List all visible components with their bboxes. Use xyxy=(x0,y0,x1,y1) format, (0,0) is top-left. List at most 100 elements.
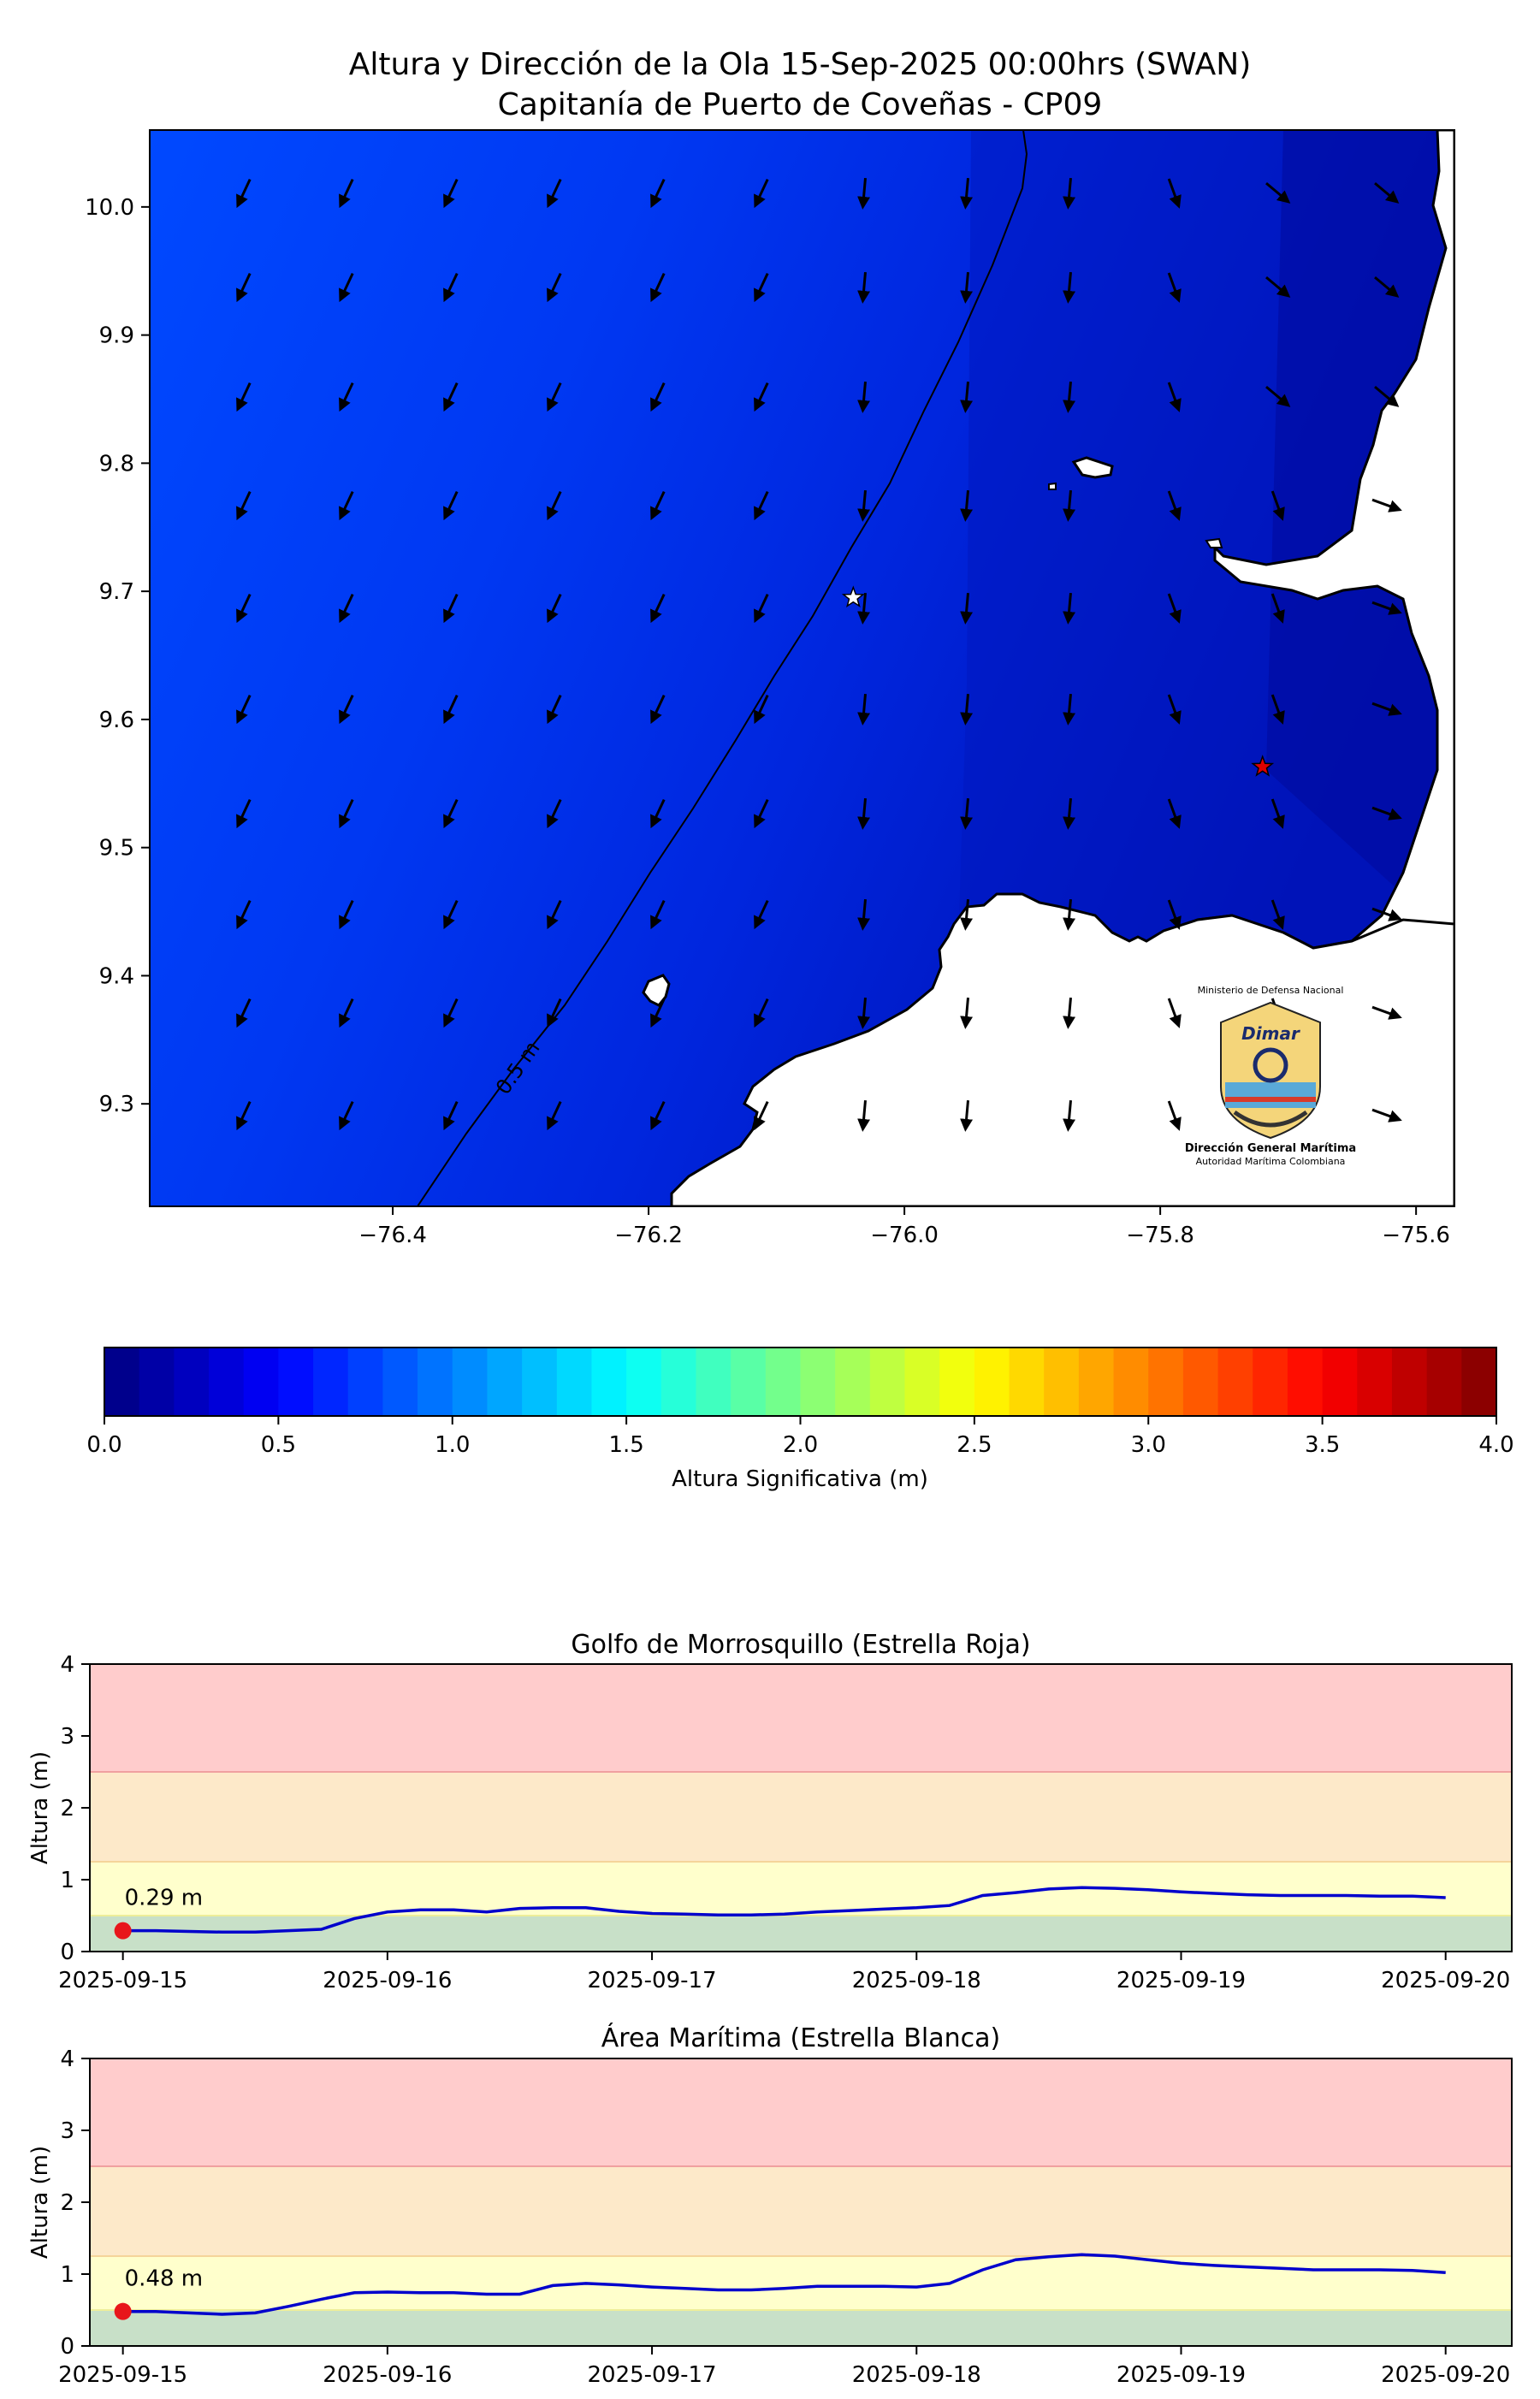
colorbar-segment xyxy=(591,1348,627,1416)
red-star-marker xyxy=(1251,755,1275,777)
colorbar-tick-label: 2.0 xyxy=(783,1432,818,1458)
wave-arrow xyxy=(960,489,974,522)
map-y-tick-label: 9.5 xyxy=(99,836,134,862)
wave-arrow xyxy=(754,178,769,209)
wave-arrow xyxy=(443,272,459,303)
wave-arrow xyxy=(339,998,354,1028)
colorbar-segment xyxy=(1217,1348,1253,1416)
logo-emblem xyxy=(1253,1047,1288,1083)
wave-arrow xyxy=(857,592,871,625)
wave-arrow xyxy=(547,694,562,725)
colorbar-segment xyxy=(174,1348,210,1416)
wave-arrow xyxy=(1270,490,1285,521)
colorbar-segment xyxy=(626,1348,662,1416)
wave-arrow xyxy=(650,382,666,412)
colorbar-tick-label: 4.0 xyxy=(1478,1432,1513,1458)
y-tick-label: 2 xyxy=(60,1796,74,1821)
alert-band xyxy=(90,2310,1512,2346)
map-y-tick-label: 9.9 xyxy=(99,323,134,349)
colorbar-segment xyxy=(731,1348,767,1416)
wave-arrow xyxy=(236,178,252,209)
colorbar-tick-label: 0.0 xyxy=(86,1432,121,1458)
wave-arrow xyxy=(443,382,459,412)
wave-arrow xyxy=(1167,272,1182,303)
wave-arrow xyxy=(443,899,459,930)
wave-arrow xyxy=(754,490,769,521)
colorbar-tick-label: 2.5 xyxy=(957,1432,992,1458)
x-tick-label: 2025-09-15 xyxy=(58,1968,187,1993)
x-tick-label: 2025-09-20 xyxy=(1381,1968,1510,1993)
wave-arrow xyxy=(339,593,354,624)
wave-arrow xyxy=(1063,693,1076,726)
wave-arrow xyxy=(1167,798,1182,829)
wave-arrow xyxy=(443,490,459,521)
chart-golfo-morrosquillo: 0.29 m Golfo de Morrosquillo (Estrella Ro… xyxy=(27,1630,1513,1993)
wave-arrow xyxy=(547,490,562,521)
wave-arrow xyxy=(650,178,666,209)
map-x-tick-label: −76.2 xyxy=(614,1223,683,1248)
wave-arrow xyxy=(754,593,769,624)
wave-arrow xyxy=(1063,271,1076,304)
colorbar-tick-label: 1.5 xyxy=(608,1432,643,1458)
wave-arrow xyxy=(443,694,459,725)
chart-area-maritima: 0.48 m Área Marítima (Estrella Blanca) 0 1 2… xyxy=(27,2023,1513,2388)
wave-arrow xyxy=(1270,798,1285,829)
colorbar-segment xyxy=(660,1348,697,1416)
wave-arrow xyxy=(754,998,769,1028)
wave-arrow xyxy=(1167,593,1182,624)
wave-arrow xyxy=(339,1100,354,1131)
colorbar-segment xyxy=(452,1348,489,1416)
colorbar-segment xyxy=(278,1348,314,1416)
wave-arrow xyxy=(650,899,666,930)
colorbar-segment xyxy=(974,1348,1010,1416)
colorbar-segment xyxy=(556,1348,593,1416)
wave-arrow xyxy=(857,381,871,413)
wave-arrow xyxy=(339,382,354,412)
wave-arrow xyxy=(1270,899,1285,930)
colorbar-segment xyxy=(1009,1348,1045,1416)
wave-arrow xyxy=(1270,694,1285,725)
wave-arrow xyxy=(1063,898,1076,931)
wave-arrow xyxy=(960,271,974,304)
colorbar-segment xyxy=(1426,1348,1462,1416)
x-tick-label: 2025-09-17 xyxy=(588,1968,717,1993)
colorbar-segment xyxy=(382,1348,418,1416)
wave-arrow xyxy=(1063,177,1076,210)
wave-arrow xyxy=(547,272,562,303)
x-tick-label: 2025-09-16 xyxy=(323,2362,452,2388)
colorbar-segment xyxy=(522,1348,558,1416)
map-frame xyxy=(149,129,1455,1207)
colorbar-segment xyxy=(939,1348,975,1416)
wave-arrow xyxy=(1063,997,1076,1029)
first-point-marker xyxy=(114,2302,132,2320)
wave-arrow xyxy=(857,177,871,210)
wave-arrow xyxy=(1063,489,1076,522)
chart-title: Golfo de Morrosquillo (Estrella Roja) xyxy=(571,1630,1030,1660)
wave-arrow xyxy=(960,997,974,1029)
x-tick-label: 2025-09-20 xyxy=(1381,2362,1510,2388)
colorbar-segment xyxy=(1461,1348,1497,1416)
alert-band xyxy=(90,1916,1512,1952)
wave-arrow xyxy=(1374,275,1400,298)
map-y-tick-label: 10.0 xyxy=(85,195,134,221)
island-dot xyxy=(1048,482,1057,490)
wave-arrow xyxy=(1371,601,1402,615)
alert-band xyxy=(90,1772,1512,1862)
first-point-marker xyxy=(114,1922,132,1940)
map-title-line2: Capitanía de Puerto de Coveñas - CP09 xyxy=(498,87,1103,122)
wave-arrow xyxy=(1063,1099,1076,1132)
wave-arrow xyxy=(1371,1005,1402,1020)
wave-arrow xyxy=(547,178,562,209)
wave-arrow xyxy=(236,798,252,829)
first-point-label: 0.29 m xyxy=(125,1886,203,1911)
wave-arrow xyxy=(857,693,871,726)
wave-arrow xyxy=(650,798,666,829)
y-tick-label: 0 xyxy=(60,1940,74,1965)
alert-band xyxy=(90,2256,1512,2310)
colorbar-segment xyxy=(1148,1348,1184,1416)
logo-tagline: Autoridad Marítima Colombiana xyxy=(1196,1156,1346,1167)
wave-arrow xyxy=(1374,385,1400,407)
x-tick-label: 2025-09-17 xyxy=(588,2362,717,2388)
